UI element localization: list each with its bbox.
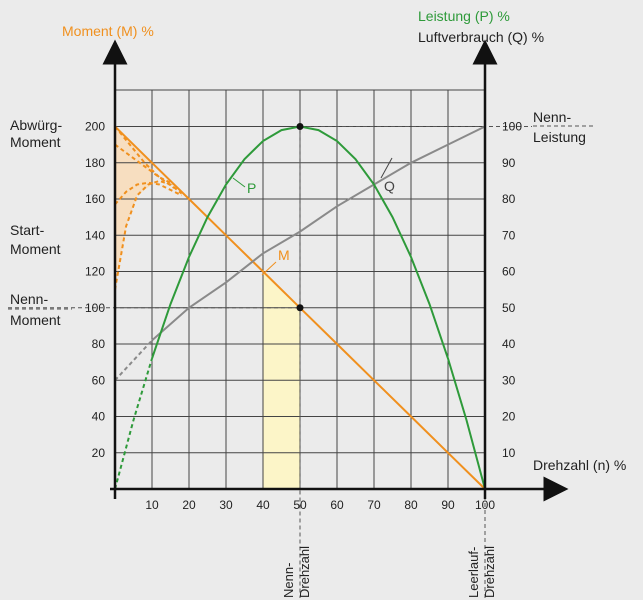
x-axis-title: Drehzahl (n) % xyxy=(533,457,626,473)
x-tick-label: 70 xyxy=(367,498,381,512)
leerlauf-drehzahl-annotation: Leerlauf- Drehzahl xyxy=(466,546,497,598)
nenn-moment-label-2: Moment xyxy=(10,312,61,328)
air-line-dashed xyxy=(114,339,153,381)
left-tick-label: 160 xyxy=(85,192,105,206)
right-tick-label: 30 xyxy=(502,373,516,387)
right-tick-label: 80 xyxy=(502,192,516,206)
right-tick-label: 70 xyxy=(502,228,516,242)
left-tick-label: 40 xyxy=(92,410,106,424)
power-curve-label: P xyxy=(247,180,256,196)
nenn-moment-label-1: Nenn- xyxy=(10,291,48,307)
right-axis-title-air: Luftverbrauch (Q) % xyxy=(418,29,544,45)
left-axis-title: Moment (M) % xyxy=(62,23,154,39)
left-tick-label: 140 xyxy=(85,228,105,242)
x-tick-label: 100 xyxy=(475,498,495,512)
moment-curve-label: M xyxy=(278,247,290,263)
right-tick-label: 50 xyxy=(502,301,516,315)
tick-labels: 20 40 60 80 100 120 140 160 180 200 10 20 30 40 50 60 70… xyxy=(85,120,522,513)
nenn-moment-point xyxy=(296,304,304,312)
abwuerg-label-2: Moment xyxy=(10,134,61,150)
nenn-leistung-label-2: Leistung xyxy=(533,129,586,145)
air-curve-label: Q xyxy=(384,178,395,194)
right-tick-label: 90 xyxy=(502,156,516,170)
nenn-drehzahl-label-2: Drehzahl xyxy=(297,546,312,598)
left-tick-label: 180 xyxy=(85,156,105,170)
right-tick-label: 10 xyxy=(502,446,516,460)
start-label-2: Moment xyxy=(10,241,61,257)
start-curve-2 xyxy=(114,125,175,189)
x-tick-label: 50 xyxy=(293,498,307,512)
x-tick-label: 10 xyxy=(145,498,159,512)
x-tick-label: 30 xyxy=(219,498,233,512)
guide-lines xyxy=(8,125,596,598)
leerlauf-drehzahl-label-1: Leerlauf- xyxy=(466,547,481,598)
leerlauf-drehzahl-label-2: Drehzahl xyxy=(482,546,497,598)
right-tick-label: 60 xyxy=(502,265,516,279)
power-line xyxy=(151,125,486,490)
left-tick-label: 200 xyxy=(85,120,105,134)
start-label-1: Start- xyxy=(10,222,45,238)
power-label-leader xyxy=(232,177,246,188)
right-tick-label: 20 xyxy=(502,410,516,424)
nenn-drehzahl-label-1: Nenn- xyxy=(281,563,296,598)
x-tick-label: 20 xyxy=(182,498,196,512)
x-tick-label: 90 xyxy=(441,498,455,512)
left-tick-label: 20 xyxy=(92,446,106,460)
nenn-leistung-label-1: Nenn- xyxy=(533,109,571,125)
start-curve-3 xyxy=(114,143,175,186)
abwuerg-label-1: Abwürg- xyxy=(10,117,62,133)
right-axis-title-power: Leistung (P) % xyxy=(418,8,510,24)
left-tick-label: 120 xyxy=(85,265,105,279)
start-curve-1 xyxy=(114,181,183,206)
axes xyxy=(102,39,569,502)
air-line xyxy=(151,125,486,342)
left-tick-label: 100 xyxy=(85,301,105,315)
moment-label-leader xyxy=(261,261,277,276)
nenn-leistung-point xyxy=(296,123,304,130)
curves xyxy=(114,123,486,490)
right-tick-label: 100 xyxy=(502,120,522,134)
start-zone-fill xyxy=(115,126,152,290)
right-tick-label: 40 xyxy=(502,337,516,351)
air-label-leader xyxy=(380,157,393,179)
x-tick-label: 60 xyxy=(330,498,344,512)
left-tick-label: 60 xyxy=(92,373,106,387)
power-line-dashed xyxy=(114,358,153,490)
left-tick-label: 80 xyxy=(92,337,106,351)
x-tick-label: 80 xyxy=(404,498,418,512)
x-tick-label: 40 xyxy=(256,498,270,512)
nenn-drehzahl-annotation: Nenn- Drehzahl xyxy=(281,546,312,598)
